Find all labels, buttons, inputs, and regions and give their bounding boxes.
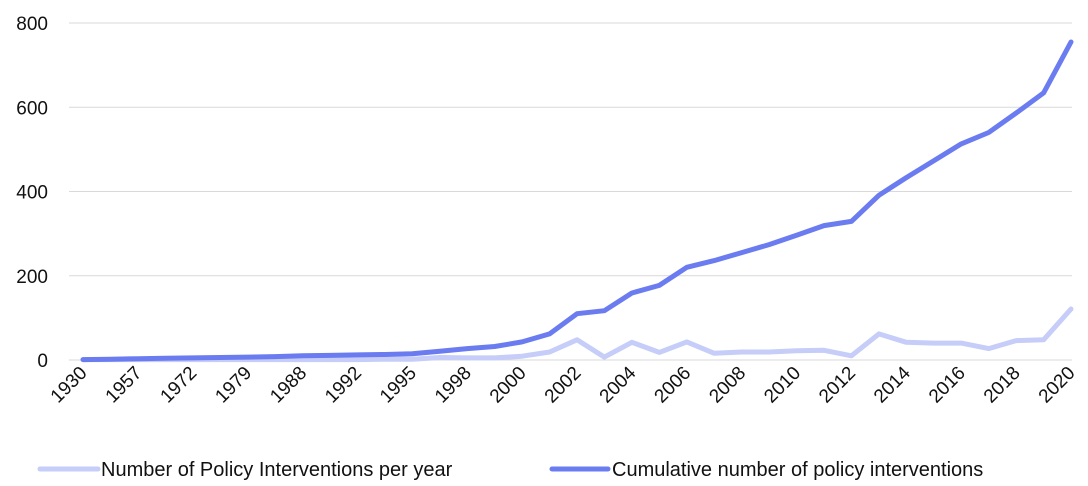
legend-label-per-year: Number of Policy Interventions per year <box>101 459 453 481</box>
x-tick-label: 1930 <box>47 363 92 408</box>
x-tick-label: 2020 <box>1035 363 1080 408</box>
y-tick-label: 400 <box>16 183 48 204</box>
x-tick-label: 2008 <box>705 363 750 408</box>
x-tick-label: 1998 <box>431 363 476 408</box>
legend-entry-cumulative: Cumulative number of policy intervention… <box>549 459 983 481</box>
x-tick-label: 2000 <box>486 363 531 408</box>
x-tick-label: 1988 <box>266 363 311 408</box>
x-tick-label: 2014 <box>870 362 915 407</box>
x-tick-label: 2016 <box>925 363 970 408</box>
x-tick-label: 2012 <box>815 363 860 408</box>
x-tick-label: 2006 <box>651 363 696 408</box>
x-tick-label: 1995 <box>376 363 421 408</box>
legend-label-cumulative: Cumulative number of policy intervention… <box>612 459 983 481</box>
x-tick-label: 2002 <box>541 363 586 408</box>
x-tick-label: 1972 <box>157 363 202 408</box>
y-tick-label: 0 <box>37 351 48 372</box>
x-tick-label: 1992 <box>321 363 366 408</box>
y-tick-label: 600 <box>16 98 48 119</box>
y-tick-label: 800 <box>16 14 48 35</box>
x-tick-label: 1957 <box>102 363 147 408</box>
gridlines <box>69 22 1072 361</box>
legend-entry-per-year: Number of Policy Interventions per year <box>37 459 453 481</box>
x-axis-tick-labels: 1930 1957 1972 1979 1988 1992 1995 1998 2000 2002… <box>47 362 1080 407</box>
x-tick-label: 1979 <box>211 363 256 408</box>
x-tick-label: 2004 <box>596 362 641 407</box>
x-tick-label: 2018 <box>980 363 1025 408</box>
legend: Number of Policy Interventions per year … <box>37 459 983 481</box>
y-axis-tick-labels: 0 200 400 600 800 <box>16 14 48 372</box>
series-lines <box>80 39 1074 363</box>
y-tick-label: 200 <box>16 267 48 288</box>
x-tick-label: 2010 <box>760 363 805 408</box>
series-line-cumulative <box>80 39 1074 363</box>
